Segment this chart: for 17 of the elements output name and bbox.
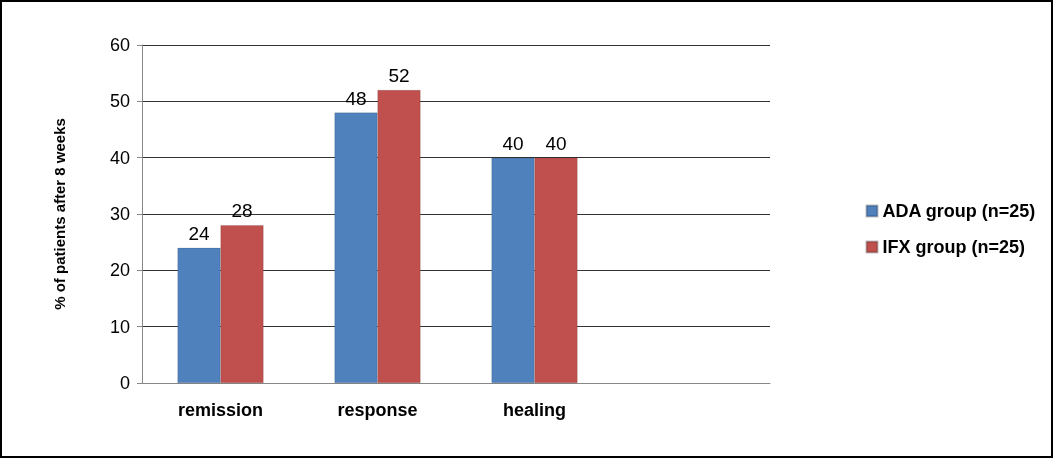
y-tick-label: 20 (109, 260, 130, 281)
x-tick-label: healing (502, 400, 567, 420)
x-tick-label: response (337, 400, 418, 420)
y-tick-label: 0 (119, 373, 130, 393)
y-tick-label: 40 (109, 147, 130, 168)
data-label: 40 (545, 132, 567, 154)
legend-label: IFX group (n=25) (882, 237, 1026, 257)
y-tick-label: 50 (109, 91, 130, 112)
data-label: 24 (188, 222, 210, 244)
data-label: 52 (388, 65, 410, 87)
data-label: 40 (502, 132, 524, 154)
y-tick-label: 60 (109, 35, 130, 55)
y-tick-label: 30 (109, 204, 130, 224)
y-tick-label: 10 (109, 316, 130, 337)
legend-label: ADA group (n=25) (882, 201, 1036, 221)
x-tick-label: remission (177, 400, 264, 420)
y-axis-title: % of patients after 8 weeks (51, 118, 68, 310)
